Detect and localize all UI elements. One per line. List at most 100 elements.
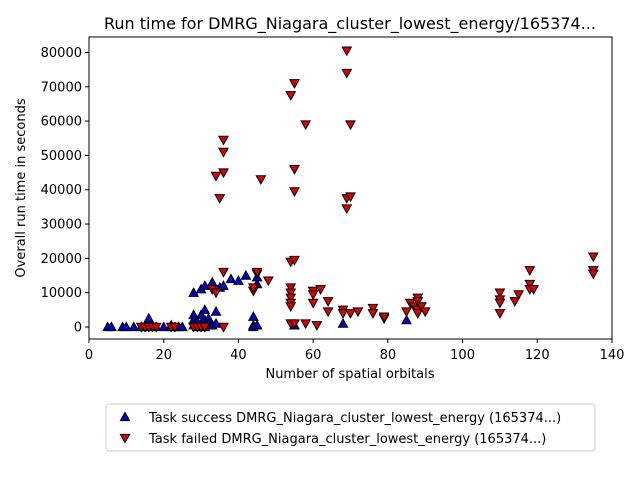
failed-point	[285, 293, 297, 304]
success-point	[199, 304, 211, 315]
x-tick-label: 20	[155, 348, 172, 363]
success-point	[240, 269, 252, 280]
x-tick-label: 60	[305, 348, 322, 363]
success-point	[188, 287, 200, 297]
failed-point	[218, 267, 229, 278]
failed-point	[587, 269, 599, 280]
y-tick-label: 10000	[41, 286, 82, 301]
failed-point	[494, 298, 506, 309]
x-tick-label: 80	[380, 348, 397, 363]
failed-point	[345, 192, 356, 203]
x-tick-label: 0	[85, 348, 93, 363]
failed-point	[412, 297, 424, 307]
failed-point	[311, 321, 323, 331]
failed-point	[285, 91, 297, 101]
legend-label-failed: Task failed DMRG_Niagara_cluster_lowest_…	[148, 432, 546, 447]
success-point	[218, 280, 229, 290]
x-tick-label: 100	[450, 348, 475, 363]
failed-point	[169, 322, 181, 333]
failed-point	[416, 302, 427, 313]
failed-point	[378, 312, 390, 323]
failed-point	[247, 283, 259, 294]
failed-point	[315, 285, 327, 295]
failed-point	[218, 147, 229, 158]
failed-point	[150, 322, 162, 333]
legend-marker-success	[119, 411, 131, 422]
success-point	[225, 273, 237, 284]
y-tick-label: 60000	[41, 115, 82, 130]
failed-point	[300, 319, 312, 330]
failed-point	[214, 194, 226, 204]
legend-label-success: Task success DMRG_Niagara_cluster_lowest…	[148, 411, 561, 426]
x-axis: 0 20 40 60 80 100 120 140	[85, 339, 624, 363]
x-tick-label: 120	[525, 348, 550, 363]
legend: Task success DMRG_Niagara_cluster_lowest…	[105, 403, 596, 452]
legend-marker-failed	[119, 433, 131, 444]
y-tick-label: 30000	[41, 218, 82, 233]
failed-point	[300, 120, 312, 131]
failed-point	[341, 46, 353, 57]
y-tick-label: 50000	[41, 149, 82, 164]
failed-point	[345, 309, 356, 319]
failed-point	[322, 307, 334, 318]
failed-point	[367, 303, 379, 314]
x-tick-label: 40	[230, 348, 247, 363]
failed-point	[509, 297, 521, 307]
failed-point	[218, 135, 229, 146]
failed-point	[285, 302, 297, 313]
failed-point	[218, 168, 229, 179]
failed-point	[587, 252, 599, 263]
success-point	[337, 317, 349, 328]
failed-point	[289, 187, 300, 198]
failed-point	[255, 175, 267, 186]
failed-point	[524, 279, 536, 290]
success-point	[158, 321, 170, 332]
failed-point	[285, 283, 297, 294]
success-point	[105, 321, 117, 332]
failed-point	[289, 164, 300, 175]
failed-point	[307, 290, 319, 301]
y-tick-label: 0	[74, 320, 82, 335]
failed-point	[289, 79, 300, 89]
data-points	[102, 46, 599, 333]
failed-point	[285, 288, 297, 299]
y-tick-label: 80000	[41, 46, 82, 61]
failed-point	[337, 309, 349, 319]
success-point	[128, 321, 140, 332]
y-axis-label: Overall run time in seconds	[14, 98, 29, 277]
failed-point	[352, 307, 364, 318]
failed-point	[199, 322, 211, 333]
failed-point	[218, 322, 229, 333]
success-point	[251, 319, 263, 330]
plot-area	[88, 36, 613, 340]
failed-point	[345, 120, 356, 131]
x-axis-label: Number of spatial orbitals	[265, 367, 434, 382]
legend-box	[105, 403, 596, 452]
success-point	[176, 321, 188, 332]
failed-point	[210, 171, 222, 182]
failed-point	[262, 276, 274, 287]
failed-point	[341, 68, 353, 79]
success-point	[232, 275, 244, 285]
success-point	[210, 305, 222, 316]
success-point	[120, 321, 132, 332]
failed-point	[289, 319, 300, 330]
failed-point	[251, 267, 263, 278]
failed-point	[322, 297, 334, 307]
success-point	[401, 314, 412, 325]
failed-point	[307, 298, 319, 309]
failed-point	[528, 285, 539, 295]
failed-point	[210, 288, 222, 299]
failed-point	[412, 309, 424, 319]
y-tick-label: 20000	[41, 252, 82, 267]
y-tick-label: 70000	[41, 80, 82, 95]
failed-point	[494, 309, 506, 319]
failed-point	[289, 255, 300, 266]
y-axis: 0 10000 20000 30000 40000 50000 60000 70000 8000…	[41, 46, 89, 335]
chart-title: Run time for DMRG_Niagara_cluster_lowest…	[104, 14, 596, 34]
failed-point	[341, 204, 353, 215]
failed-point	[524, 266, 536, 276]
failed-point	[513, 290, 525, 301]
failed-point	[494, 288, 506, 299]
